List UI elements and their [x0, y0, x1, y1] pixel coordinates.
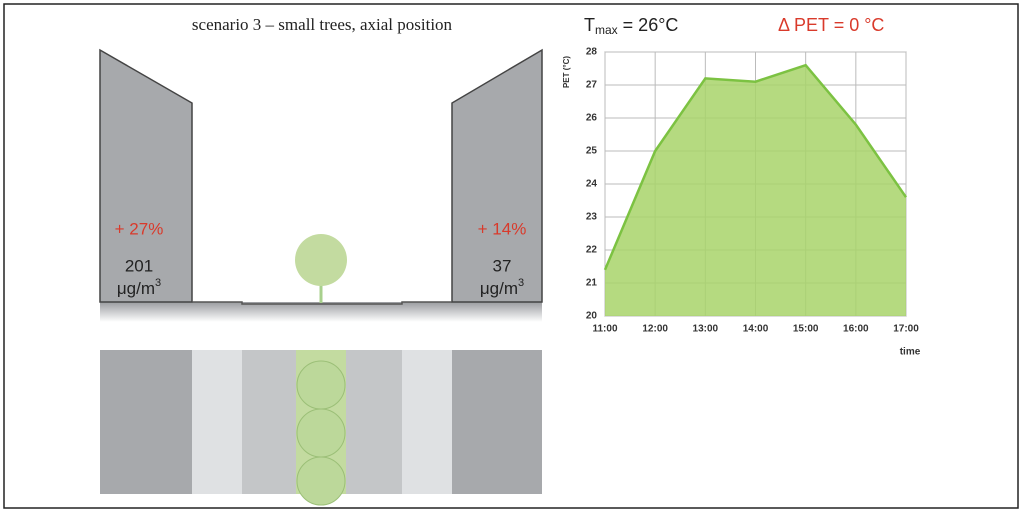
tmax-label: Tmax = 26°C [584, 15, 678, 37]
left-change: + 27% [115, 219, 164, 238]
tree-canopy [295, 234, 347, 286]
y-tick-label: 20 [586, 311, 598, 322]
tmax-text: = 26°C [618, 15, 679, 35]
plan-sidewalk [402, 350, 452, 494]
y-tick-label: 25 [586, 146, 598, 157]
y-tick-label: 24 [586, 179, 598, 190]
unit-sup: 3 [155, 277, 161, 289]
x-tick-label: 15:00 [793, 324, 819, 335]
plan-tree [296, 360, 346, 410]
right-concentration: 37 [493, 256, 512, 275]
chart: 11:00 12:00 13:00 14:00 15:00 16:00 17:00 20 21 2… [562, 47, 921, 358]
unit: μg/m [480, 279, 518, 298]
tmax-sub: max [595, 23, 618, 37]
x-axis-label: time [900, 347, 921, 358]
line [603, 63, 908, 271]
ground-shadow [100, 302, 542, 322]
unit: μg/m [117, 279, 155, 298]
street [192, 301, 452, 305]
plan-tree [296, 456, 346, 506]
scenario-title: scenario 3 – small trees, axial position [192, 15, 453, 34]
x-tick-label: 14:00 [743, 324, 769, 335]
y-tick-label: 28 [586, 47, 598, 58]
right-unit: μg/m3 [480, 277, 524, 299]
plan-building [100, 350, 192, 494]
left-concentration: 201 [125, 256, 153, 275]
y-tick-label: 27 [586, 80, 598, 91]
left-unit: μg/m3 [117, 277, 161, 299]
x-tick-label: 12:00 [642, 324, 668, 335]
plan-sidewalk [192, 350, 242, 494]
y-tick-label: 26 [586, 113, 598, 124]
delta-pet: Δ PET = 0 °C [778, 15, 884, 35]
right-building [451, 48, 543, 303]
x-tick-label: 16:00 [843, 324, 869, 335]
x-tick-label: 17:00 [893, 324, 919, 335]
y-tick-label: 22 [586, 245, 598, 256]
y-tick-label: 21 [586, 278, 598, 289]
left-building [99, 48, 193, 303]
plan-trees [296, 360, 346, 506]
area [605, 65, 906, 316]
right-change: + 14% [478, 219, 527, 238]
y-tick-label: 23 [586, 212, 598, 223]
x-tick-label: 11:00 [592, 324, 617, 335]
tmax-symbol: T [584, 15, 595, 35]
x-tick-label: 13:00 [693, 324, 719, 335]
unit-sup: 3 [518, 277, 524, 289]
plan-tree [296, 408, 346, 458]
plan-building [452, 350, 542, 494]
y-axis-label: PET (°C) [562, 56, 571, 88]
